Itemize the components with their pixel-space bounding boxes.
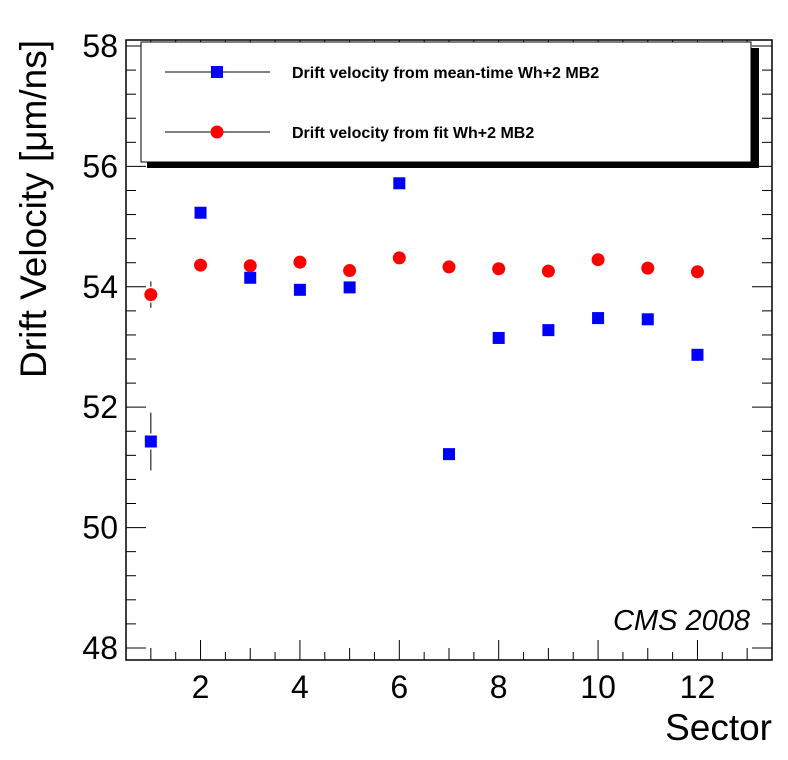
data-points: [144, 177, 704, 471]
legend-label-fit: Drift velocity from fit Wh+2 MB2: [292, 125, 534, 142]
meantime-point: [343, 281, 356, 294]
meantime-point: [592, 312, 605, 325]
x-tick-label: 6: [390, 669, 408, 705]
fit-point: [591, 253, 605, 267]
meantime-point: [443, 448, 455, 461]
meantime-point: [542, 324, 555, 337]
cms-annotation: CMS 2008: [613, 605, 750, 637]
y-tick-label: 56: [82, 148, 118, 184]
axis-tick-labels: 2 4 6 8 10 12 48 50 52 54 56 58: [82, 28, 715, 705]
x-tick-label: 12: [680, 669, 716, 705]
fit-point: [243, 259, 257, 273]
meantime-point: [194, 206, 207, 219]
y-tick-label: 58: [82, 28, 118, 64]
x-tick-label: 8: [490, 669, 508, 705]
meantime-point: [691, 348, 704, 361]
fit-point: [641, 261, 655, 275]
legend-marker-fit: [210, 125, 224, 139]
fit-point: [392, 251, 406, 265]
fit-point: [144, 288, 158, 302]
fit-point: [442, 260, 456, 274]
y-tick-label: 48: [82, 630, 118, 666]
meantime-point: [293, 283, 306, 296]
fit-point: [343, 264, 357, 278]
legend: Drift velocity from mean-time Wh+2 MB2 D…: [140, 41, 752, 163]
legend-marker-meantime: [211, 66, 223, 78]
legend-label-meantime: Drift velocity from mean-time Wh+2 MB2: [292, 65, 599, 82]
fit-point: [293, 255, 307, 269]
meantime-point: [393, 177, 406, 190]
y-tick-label: 50: [82, 510, 118, 546]
meantime-point: [244, 271, 257, 284]
meantime-point: [641, 313, 654, 326]
y-tick-label: 54: [82, 269, 118, 305]
x-tick-label: 10: [580, 669, 616, 705]
meantime-point: [144, 435, 157, 448]
x-axis-label: Sector: [665, 707, 772, 748]
fit-point: [492, 262, 506, 276]
legend-box: [140, 41, 752, 163]
y-axis-label: Drift Velocity [μm/ns]: [13, 40, 54, 378]
meantime-point: [492, 331, 505, 344]
x-tick-label: 2: [192, 669, 210, 705]
x-tick-label: 4: [291, 669, 309, 705]
fit-point: [194, 258, 208, 272]
fit-point: [541, 264, 555, 278]
y-tick-label: 52: [82, 389, 118, 425]
fit-point: [690, 265, 704, 279]
